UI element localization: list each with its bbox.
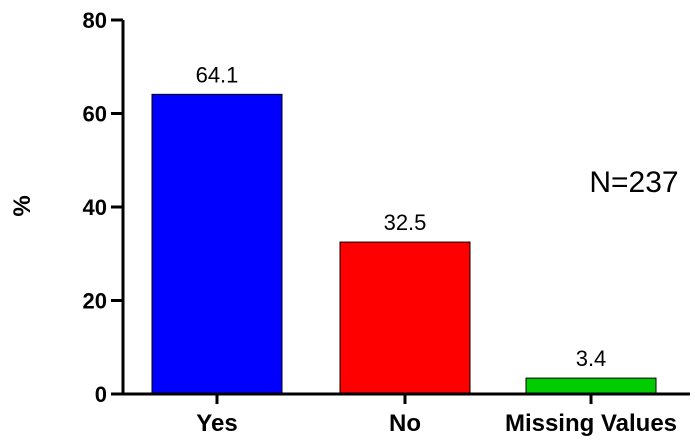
y-tick-label-40: 40 — [83, 195, 107, 220]
x-ticks — [215, 394, 593, 404]
bar-no — [339, 241, 471, 395]
bar-missing-values — [525, 377, 657, 395]
x-tick-label-missing-values: Missing Values — [505, 410, 677, 437]
y-axis-label: % — [9, 195, 36, 216]
bar-yes — [151, 93, 283, 395]
y-tick-label-20: 20 — [83, 289, 107, 314]
x-tick-label-no: No — [389, 410, 421, 437]
sample-size-annotation: N=237 — [589, 166, 678, 199]
bars — [151, 93, 657, 395]
data-label-no: 32.5 — [384, 210, 427, 235]
data-label-yes: 64.1 — [196, 62, 239, 87]
y-tick-label-80: 80 — [83, 8, 107, 33]
y-axis: 0 20 40 60 80 — [83, 8, 125, 407]
data-labels: 64.1 32.5 3.4 — [196, 62, 607, 371]
y-tick-label-60: 60 — [83, 102, 107, 127]
x-tick-labels: Yes No Missing Values — [196, 410, 677, 437]
y-ticks — [111, 18, 123, 396]
y-tick-label-0: 0 — [95, 382, 107, 407]
data-label-missing-values: 3.4 — [576, 346, 607, 371]
x-tick-label-yes: Yes — [196, 410, 237, 437]
x-axis: Yes No Missing Values — [123, 392, 690, 437]
y-tick-labels: 0 20 40 60 80 — [83, 8, 107, 407]
